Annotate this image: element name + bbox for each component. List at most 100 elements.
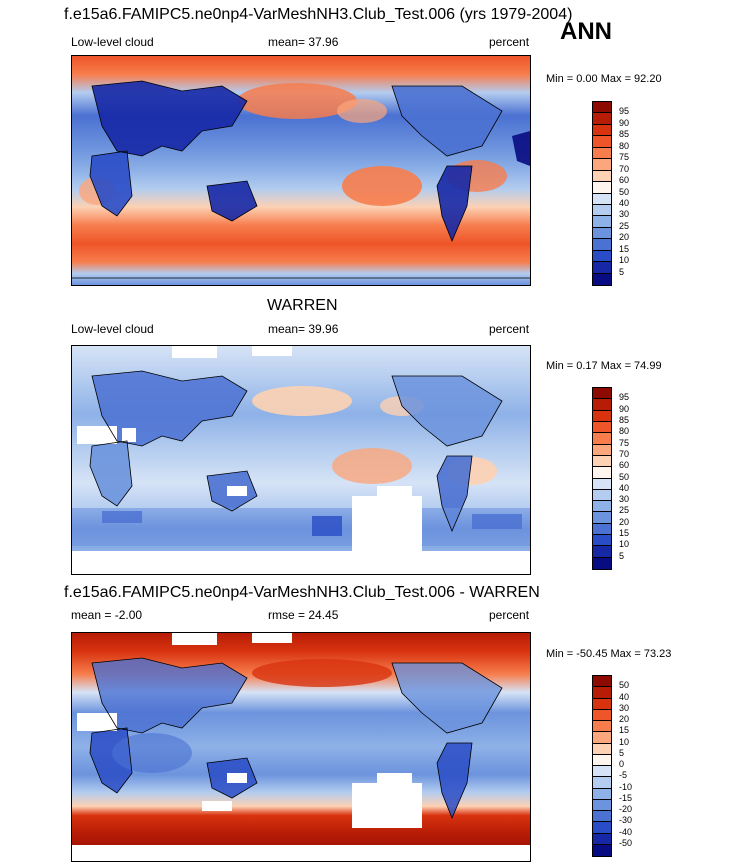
colorbar-tick-label: -40 (619, 826, 633, 837)
colorbar-tick-label: 15 (619, 725, 630, 736)
season-label: ANN (560, 18, 612, 45)
panel2-units-label: percent (489, 322, 530, 336)
colorbar-swatch (593, 777, 611, 789)
panel2-variable-label: Low-level cloud (71, 322, 154, 336)
colorbar-tick-label: 40 (619, 482, 630, 493)
colorbar-tick-label: 60 (619, 175, 630, 186)
panel2-minmax-label: Min = 0.17 Max = 74.99 (546, 360, 662, 372)
colorbar-swatch (593, 455, 611, 468)
colorbar-swatch (593, 421, 611, 434)
colorbar-swatch (593, 557, 611, 569)
colorbar-tick-label: 50 (619, 471, 630, 482)
colorbar-swatch (593, 535, 611, 547)
colorbar-swatch (593, 489, 611, 502)
colorbar-tick-label: 5 (619, 747, 625, 758)
colorbar-swatch (593, 523, 611, 536)
colorbar-swatch (593, 788, 611, 800)
colorbar-tick-label: 50 (619, 680, 630, 691)
colorbar-tick-label: 80 (619, 140, 630, 151)
colorbar-tick-label: 30 (619, 209, 630, 220)
colorbar-tick-label: 25 (619, 220, 630, 231)
colorbar-tick-label: 50 (619, 186, 630, 197)
colorbar-tick-label: 95 (619, 392, 630, 403)
panel1-units-label: percent (489, 35, 530, 49)
panel3-colorbar (592, 675, 612, 857)
colorbar-tick-label: 95 (619, 106, 630, 117)
colorbar-tick-label: -10 (619, 781, 633, 792)
colorbar-tick-label: 15 (619, 243, 630, 254)
colorbar-swatch (593, 102, 611, 114)
colorbar-swatch (593, 113, 611, 125)
colorbar-tick-label: 80 (619, 426, 630, 437)
colorbar-tick-label: 40 (619, 197, 630, 208)
colorbar-swatch (593, 709, 611, 721)
colorbar-tick-label: 5 (619, 266, 625, 277)
colorbar-tick-label: 20 (619, 714, 630, 724)
colorbar-tick-label: -30 (619, 815, 633, 826)
colorbar-swatch (593, 754, 611, 766)
colorbar-tick-label: 70 (619, 163, 630, 174)
colorbar-swatch (593, 833, 611, 845)
colorbar-tick-label: -20 (619, 804, 633, 814)
colorbar-tick-label: -15 (619, 792, 633, 803)
panel2-mean-label: mean= 39.96 (268, 322, 339, 336)
colorbar-tick-label: 15 (619, 528, 630, 539)
colorbar-tick-label: 0 (619, 759, 625, 769)
panel3-minmax-label: Min = -50.45 Max = 73.23 (546, 648, 672, 660)
main-title: f.e15a6.FAMIPC5.ne0np4-VarMeshNH3.Club_T… (64, 6, 573, 23)
colorbar-tick-label: 10 (619, 736, 630, 747)
colorbar-tick-label: 5 (619, 550, 625, 561)
colorbar-swatch (593, 478, 611, 490)
panel1-mean-label: mean= 37.96 (268, 35, 339, 49)
colorbar-swatch (593, 410, 611, 422)
colorbar-swatch (593, 811, 611, 823)
colorbar-tick-label: 20 (619, 232, 630, 243)
colorbar-swatch (593, 732, 611, 744)
panel2-title: WARREN (267, 297, 338, 314)
colorbar-swatch (593, 844, 611, 856)
colorbar-tick-label: 10 (619, 539, 630, 550)
colorbar-swatch (593, 467, 611, 479)
colorbar-tick-label: 70 (619, 448, 630, 459)
colorbar-tick-label: 20 (619, 516, 630, 527)
colorbar-swatch (593, 227, 611, 240)
colorbar-swatch (593, 182, 611, 194)
colorbar-swatch (593, 687, 611, 699)
colorbar-tick-label: 25 (619, 505, 630, 516)
colorbar-tick-label: 10 (619, 255, 630, 266)
panel2-colorbar (592, 387, 612, 570)
colorbar-swatch (593, 676, 611, 688)
colorbar-tick-label: -5 (619, 770, 628, 781)
colorbar-tick-label: 75 (619, 437, 630, 448)
colorbar-swatch (593, 262, 611, 274)
colorbar-swatch (593, 766, 611, 778)
colorbar-swatch (593, 170, 611, 183)
colorbar-tick-label: 90 (619, 117, 630, 128)
colorbar-tick-label: 30 (619, 494, 630, 505)
colorbar-tick-label: 90 (619, 403, 630, 414)
colorbar-swatch (593, 501, 611, 513)
colorbar-swatch (593, 250, 611, 263)
panel3-title: f.e15a6.FAMIPC5.ne0np4-VarMeshNH3.Club_T… (64, 584, 540, 601)
colorbar-tick-label: 60 (619, 460, 630, 471)
colorbar-swatch (593, 743, 611, 755)
colorbar-swatch (593, 388, 611, 400)
colorbar-swatch (593, 546, 611, 558)
colorbar-swatch (593, 124, 611, 137)
panel3-mean-label: mean = -2.00 (71, 608, 143, 622)
colorbar-tick-label: 40 (619, 691, 630, 702)
colorbar-swatch (593, 399, 611, 411)
colorbar-swatch (593, 444, 611, 456)
colorbar-swatch (593, 512, 611, 524)
colorbar-swatch (593, 698, 611, 710)
panel2-map (71, 345, 531, 575)
colorbar-tick-label: 85 (619, 129, 630, 140)
panel3-map (71, 632, 531, 862)
colorbar-swatch (593, 239, 611, 251)
panel1-map (71, 55, 531, 286)
colorbar-swatch (593, 721, 611, 733)
panel3-units-label: percent (489, 608, 530, 622)
colorbar-swatch (593, 147, 611, 160)
colorbar-tick-label: 75 (619, 152, 630, 163)
colorbar-swatch (593, 433, 611, 445)
